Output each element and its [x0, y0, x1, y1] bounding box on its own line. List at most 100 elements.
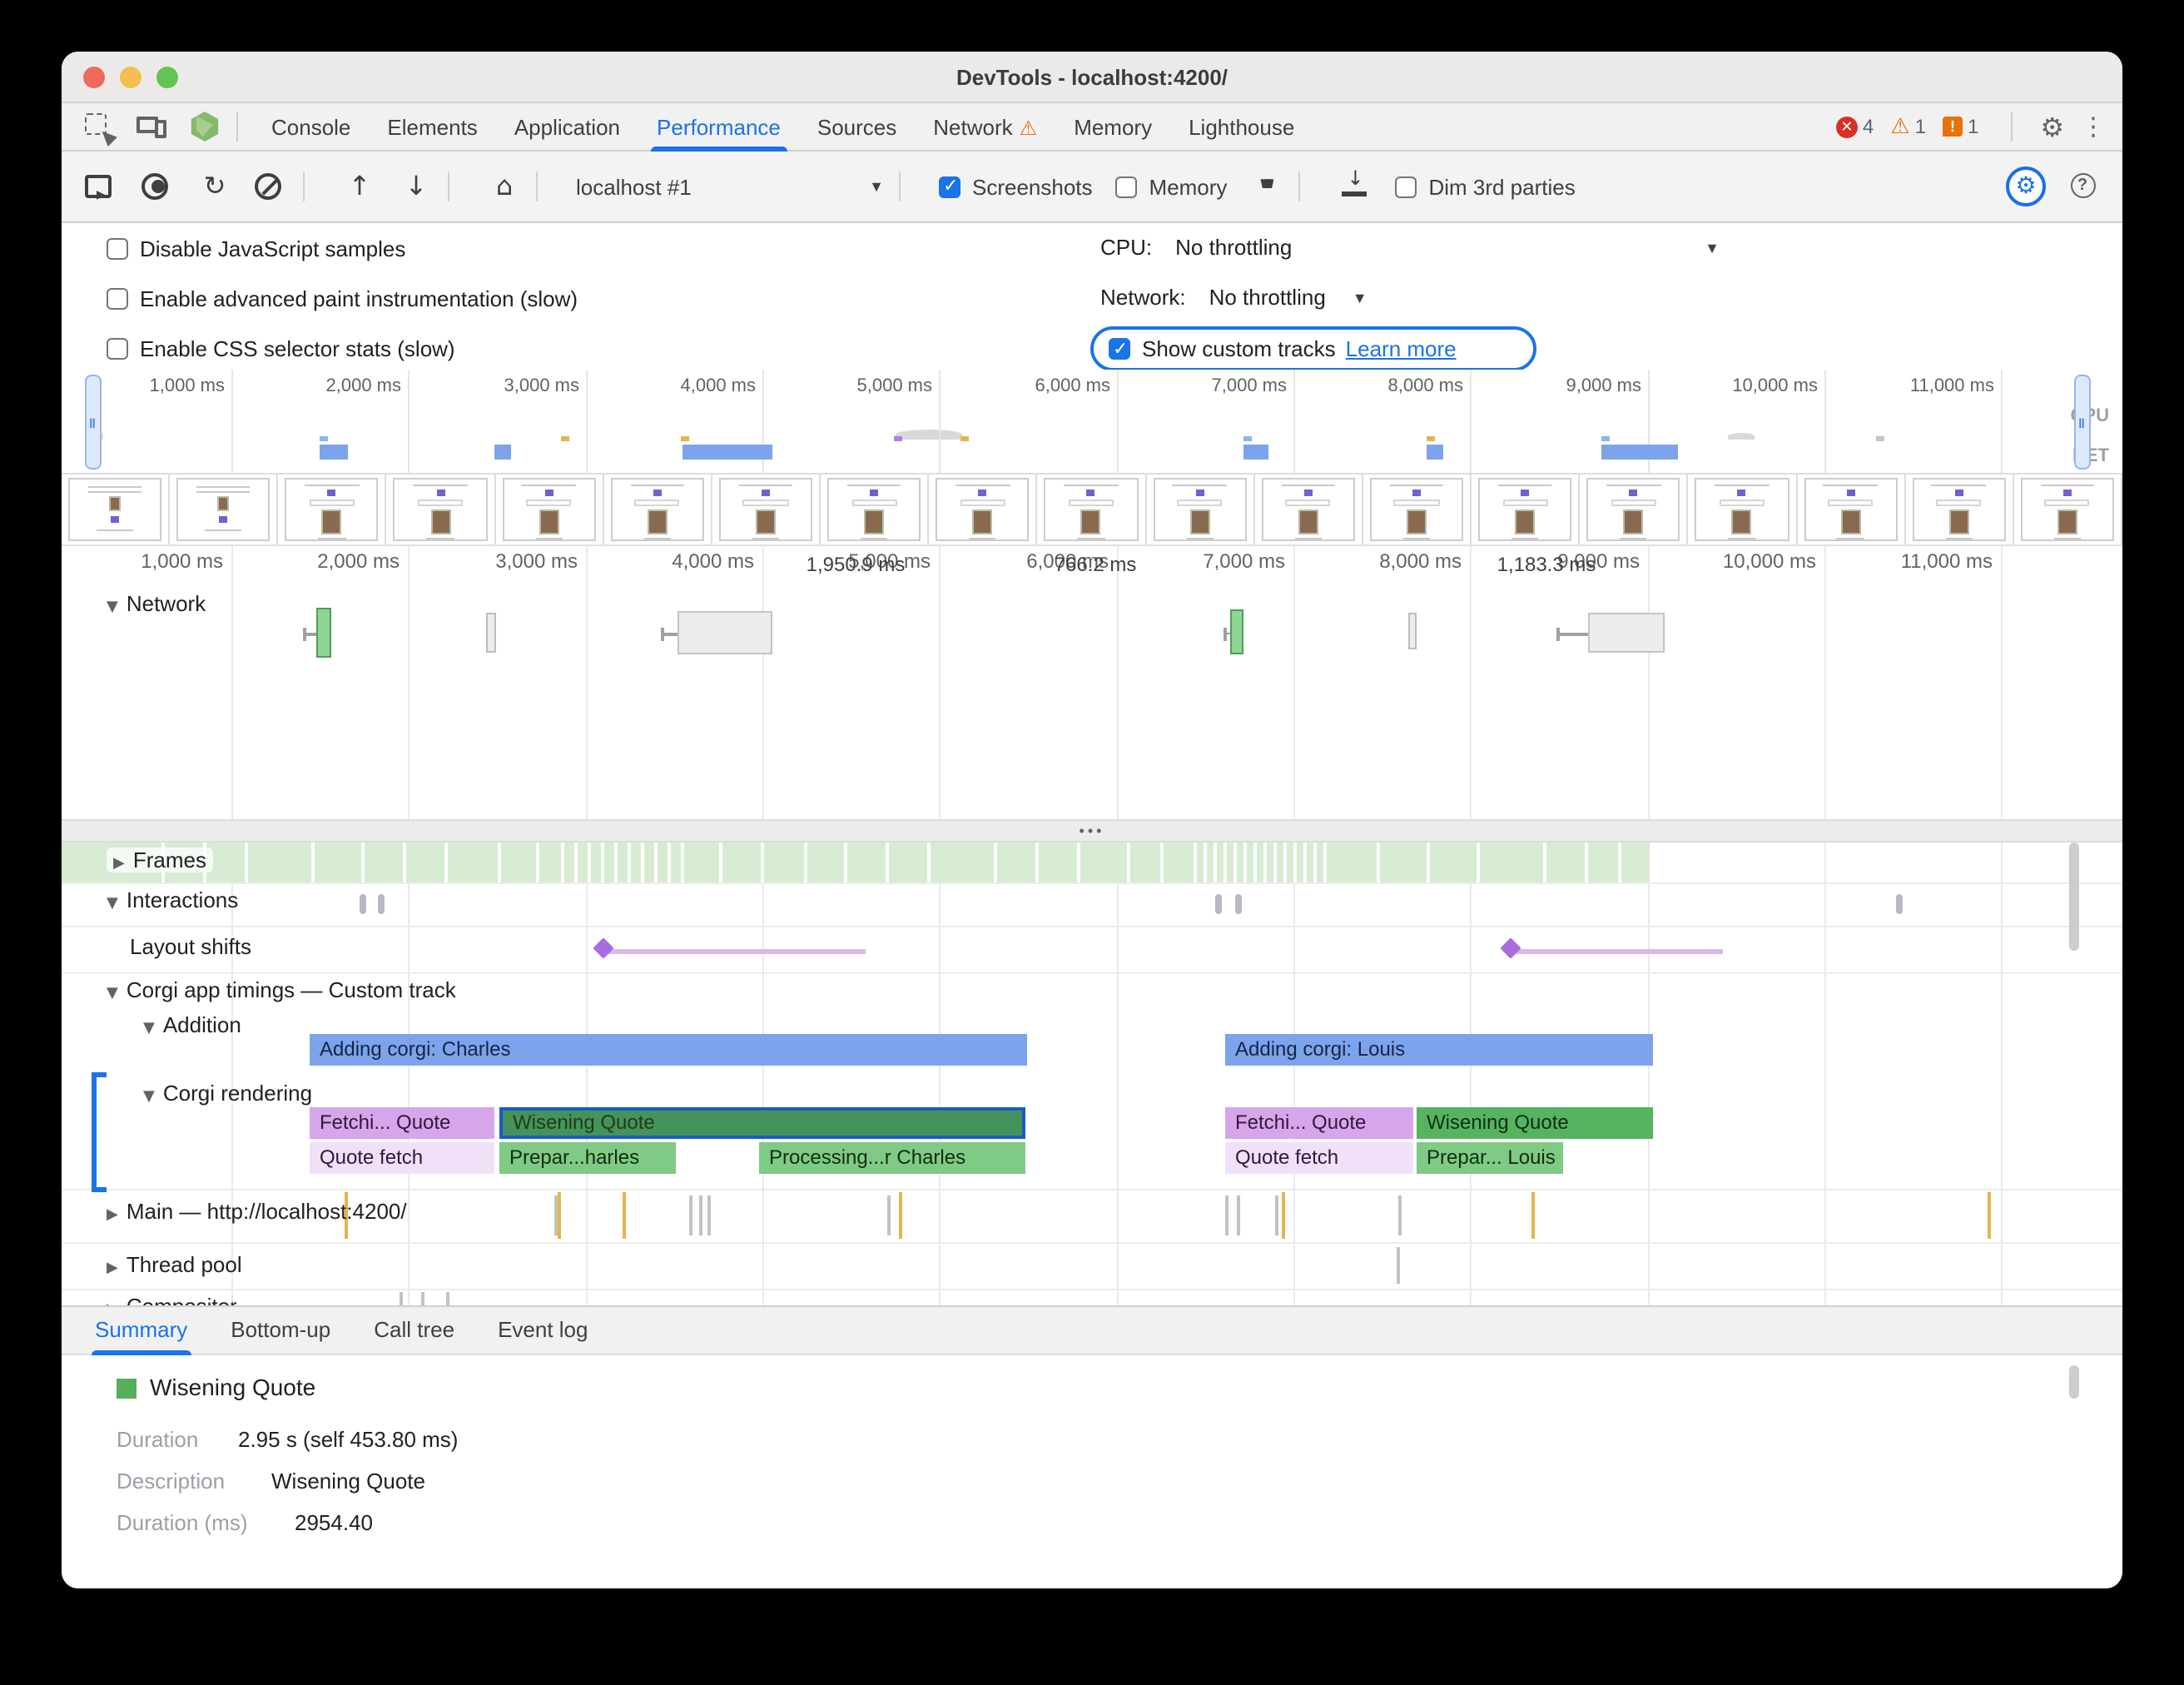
capture-settings-gear-active-icon[interactable]: ⚙: [2006, 167, 2046, 206]
console-warnings-badge[interactable]: ⚠ 1: [1890, 114, 1926, 139]
download-profile-icon[interactable]: ↓: [405, 170, 428, 201]
track-main[interactable]: ▶ Main — http://localhost:4200/: [107, 1199, 407, 1224]
filmstrip-frame[interactable]: [62, 475, 171, 544]
interaction-mark[interactable]: [360, 894, 365, 914]
settings-gear-icon[interactable]: ⚙: [2040, 111, 2064, 142]
tab-performance[interactable]: Performance: [649, 102, 788, 151]
tracks-scrollbar[interactable]: [2069, 842, 2079, 951]
memory-checkbox[interactable]: Memory: [1115, 174, 1227, 199]
help-icon[interactable]: ?: [2066, 170, 2099, 203]
interaction-mark[interactable]: [1896, 894, 1902, 914]
network-request[interactable]: [486, 613, 496, 653]
summary-scrollbar[interactable]: [2069, 1365, 2079, 1399]
network-request[interactable]: [678, 611, 772, 654]
network-request[interactable]: [1408, 613, 1417, 649]
custom-track-event[interactable]: Fetchi... Quote: [310, 1107, 494, 1139]
interaction-mark[interactable]: [1215, 894, 1221, 914]
filmstrip-frame[interactable]: [603, 475, 712, 544]
filmstrip-frame[interactable]: [1363, 475, 1472, 544]
learn-more-link[interactable]: Learn more: [1345, 336, 1457, 361]
minimize-window-button[interactable]: [120, 67, 141, 88]
settings-checkbox-2[interactable]: Enable CSS selector stats (slow): [107, 336, 455, 361]
track-thread-pool[interactable]: ▶ Thread pool: [107, 1252, 242, 1277]
details-tab-summary[interactable]: Summary: [92, 1305, 191, 1355]
filmstrip-frame[interactable]: [929, 475, 1038, 544]
tab-lighthouse[interactable]: Lighthouse: [1189, 114, 1295, 139]
gc-brush-icon[interactable]: [1250, 170, 1283, 203]
custom-track-event[interactable]: Adding corgi: Louis: [1225, 1034, 1653, 1066]
close-window-button[interactable]: [83, 67, 105, 88]
filmstrip-frame[interactable]: [1254, 475, 1363, 544]
layout-shift-diamond[interactable]: [593, 937, 614, 959]
console-errors-badge[interactable]: ✕ 4: [1835, 115, 1874, 138]
filmstrip-frame[interactable]: [712, 475, 821, 544]
zoom-window-button[interactable]: [156, 67, 178, 88]
layout-shift-diamond[interactable]: [1500, 937, 1521, 959]
details-tab-event-log[interactable]: Event log: [498, 1317, 588, 1342]
dim-3rd-parties-checkbox[interactable]: Dim 3rd parties: [1395, 174, 1576, 199]
custom-track-event[interactable]: Adding corgi: Charles: [310, 1034, 1027, 1066]
track-network[interactable]: ▼ Network: [107, 591, 206, 616]
filmstrip-frame[interactable]: [278, 475, 387, 544]
upload-profile-icon[interactable]: ↑: [348, 170, 371, 201]
settings-checkbox-0[interactable]: Disable JavaScript samples: [107, 236, 405, 261]
tab-elements[interactable]: Elements: [387, 114, 478, 139]
custom-track-event[interactable]: Wisening Quote: [1417, 1107, 1653, 1139]
interaction-mark[interactable]: [1235, 894, 1241, 914]
filmstrip-frame[interactable]: [2013, 475, 2122, 544]
track-frames[interactable]: ▶ Frames: [107, 847, 213, 872]
toggle-sidebar-icon[interactable]: [85, 170, 118, 203]
tab-network[interactable]: Network ⚠: [933, 102, 1037, 151]
filmstrip-frame[interactable]: [1905, 475, 2014, 544]
clear-icon[interactable]: [255, 170, 288, 203]
custom-track-event[interactable]: Prepar...harles: [499, 1142, 676, 1174]
settings-checkbox-1[interactable]: Enable advanced paint instrumentation (s…: [107, 286, 578, 311]
filmstrip-frame[interactable]: [386, 475, 496, 544]
details-tab-call-tree[interactable]: Call tree: [374, 1317, 455, 1342]
network-request[interactable]: [316, 608, 331, 658]
track-partial[interactable]: ▶Compositor: [107, 1294, 237, 1305]
filmstrip-frame[interactable]: [821, 475, 930, 544]
track-interactions[interactable]: ▼ Interactions: [107, 887, 239, 912]
show-custom-tracks-checkbox[interactable]: [1109, 337, 1130, 360]
tab-console[interactable]: Console: [271, 114, 351, 139]
screenshots-checkbox[interactable]: Screenshots: [939, 174, 1093, 199]
interaction-mark[interactable]: [378, 894, 384, 914]
tracks-splitter[interactable]: •••: [62, 819, 2122, 842]
track-layout-shifts[interactable]: Layout shifts: [130, 934, 251, 959]
record-icon[interactable]: [141, 170, 175, 203]
custom-track-event[interactable]: Prepar... Louis: [1417, 1142, 1563, 1174]
track-custom-addition[interactable]: ▼ Addition: [143, 1012, 241, 1037]
history-select[interactable]: localhost #1 ▼: [576, 174, 884, 199]
filmstrip-frame[interactable]: [1580, 475, 1689, 544]
filmstrip-frame[interactable]: [1797, 475, 1906, 544]
tab-application[interactable]: Application: [514, 114, 621, 139]
filmstrip-frame[interactable]: [1472, 475, 1581, 544]
filmstrip-frame[interactable]: [495, 475, 604, 544]
network-request[interactable]: [1588, 613, 1665, 653]
screenshots-filmstrip[interactable]: [62, 475, 2122, 546]
cpu-throttling-select[interactable]: CPU: No throttling ▼: [1100, 235, 1720, 260]
filmstrip-frame[interactable]: [1146, 475, 1255, 544]
timeline-overview[interactable]: CPU NET ‖ ‖ 1,000 ms2,000 ms3,000 ms4,00…: [62, 370, 2122, 475]
overview-right-handle[interactable]: ‖: [2074, 375, 2091, 470]
issues-badge[interactable]: ! 1: [1942, 115, 1978, 138]
home-icon[interactable]: ⌂: [495, 170, 514, 201]
tab-memory[interactable]: Memory: [1074, 114, 1153, 139]
network-throttling-select[interactable]: Network: No throttling ▼: [1100, 285, 1367, 310]
track-custom-rendering[interactable]: ▼ Corgi rendering: [143, 1081, 313, 1106]
custom-track-event[interactable]: Quote fetch: [310, 1142, 494, 1174]
overview-left-handle[interactable]: ‖: [85, 375, 102, 470]
filmstrip-frame[interactable]: [1688, 475, 1797, 544]
more-options-icon[interactable]: ⋮: [2081, 112, 2106, 142]
collapse-sanity-icon[interactable]: ↓: [1338, 168, 1372, 203]
filmstrip-frame[interactable]: [1037, 475, 1147, 544]
inspect-element-icon[interactable]: [82, 110, 118, 147]
custom-track-event[interactable]: Processing...r Charles: [759, 1142, 1025, 1174]
details-tab-bottom-up[interactable]: Bottom-up: [231, 1317, 331, 1342]
filmstrip-frame[interactable]: [170, 475, 279, 544]
custom-track-event[interactable]: Quote fetch: [1225, 1142, 1413, 1174]
custom-track-event[interactable]: Wisening Quote: [499, 1107, 1025, 1139]
network-request[interactable]: [1230, 609, 1243, 654]
track-custom-title[interactable]: ▼ Corgi app timings — Custom track: [107, 977, 456, 1002]
